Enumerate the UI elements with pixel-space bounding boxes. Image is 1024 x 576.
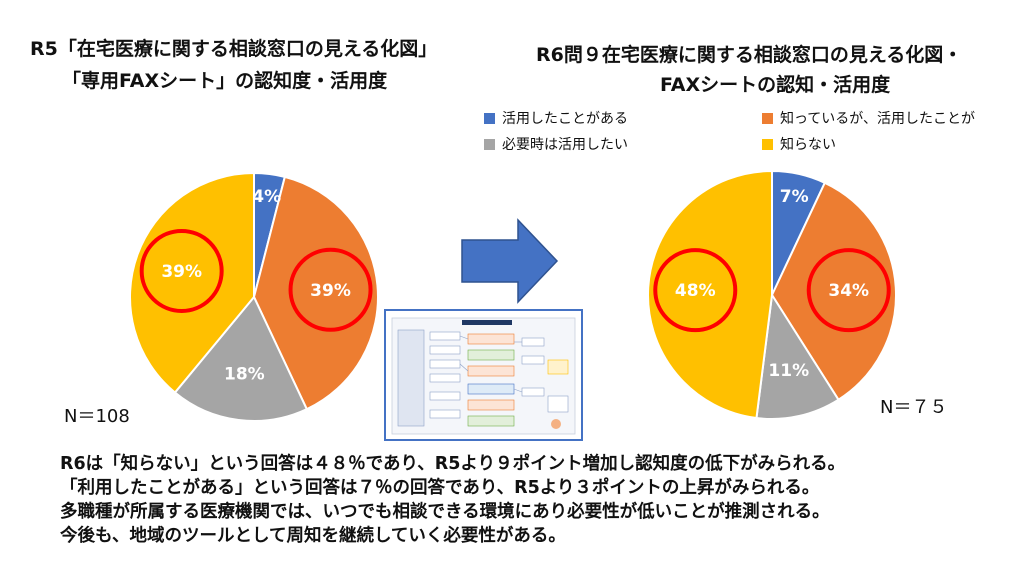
- right-arrow-icon: [461, 218, 559, 304]
- legend-swatch: [762, 112, 773, 124]
- pie-data-label: 34%: [828, 281, 869, 301]
- right-sample-size: N＝７５: [880, 397, 948, 418]
- pie-data-label: 48%: [675, 281, 716, 301]
- summary-line: 「利用したことがある」という回答は７％の回答であり、R5より３ポイントの上昇がみ…: [60, 478, 820, 498]
- pie-data-label: 7%: [780, 187, 809, 207]
- left-sample-size: N＝108: [64, 406, 130, 427]
- summary-line: 今後も、地域のツールとして周知を継続していく必要性がある。: [60, 526, 566, 546]
- pie-data-label: 39%: [161, 262, 202, 282]
- left-title-line-1: R5「在宅医療に関する相談窓口の見える化図」: [30, 38, 438, 60]
- right-title-line-2: FAXシートの認知・活用度: [660, 74, 891, 96]
- legend-item: 活用したことがある: [484, 108, 628, 128]
- right-title-line-1: R6問９在宅医療に関する相談窓口の見える化図・: [536, 44, 963, 66]
- left-title-line-2: 「専用FAXシート」の認知度・活用度: [62, 70, 388, 92]
- summary-text: R6は「知らない」という回答は４８％であり、R5より９ポイント増加し認知度の低下…: [60, 452, 845, 548]
- pie-chart-r6: 7% 34% 11% 48%: [647, 169, 897, 420]
- legend-label: 知っているが、活用したことが: [780, 111, 976, 127]
- pie-slice: [647, 169, 773, 420]
- legend-swatch: [762, 138, 773, 150]
- highlight-circle: [806, 248, 891, 333]
- highlight-circle: [288, 247, 373, 332]
- pie-data-label: 39%: [310, 281, 351, 301]
- pie-slice: [755, 292, 840, 420]
- pie-data-label: 11%: [768, 361, 809, 381]
- highlight-circle: [653, 248, 738, 333]
- legend-swatch: [484, 138, 495, 150]
- pie-chart-r5: 4% 39% 18% 39%: [129, 171, 379, 422]
- pie-slice: [173, 295, 309, 422]
- legend-item: 知っているが、活用したことが: [762, 108, 1024, 128]
- pie-slice: [252, 175, 379, 411]
- legend-label: 必要時は活用したい: [502, 137, 628, 153]
- legend-label: 知らない: [780, 137, 836, 153]
- pie-slice: [129, 171, 255, 394]
- summary-line: R6は「知らない」という回答は４８％であり、R5より９ポイント増加し認知度の低下…: [60, 454, 846, 474]
- document-thumbnail: [384, 309, 583, 441]
- pie-data-label: 18%: [224, 364, 265, 384]
- legend-label: 活用したことがある: [502, 111, 628, 127]
- highlight-circle: [139, 228, 224, 313]
- legend-swatch: [484, 112, 495, 124]
- legend-item: 必要時は活用したい: [484, 134, 628, 154]
- pie-data-label: 4%: [252, 187, 281, 207]
- summary-line: 多職種が所属する医療機関では、いつでも相談できる環境にあり必要性が低いことが推測…: [60, 502, 830, 522]
- legend-item: 知らない: [762, 134, 836, 154]
- pie-slice: [770, 181, 897, 402]
